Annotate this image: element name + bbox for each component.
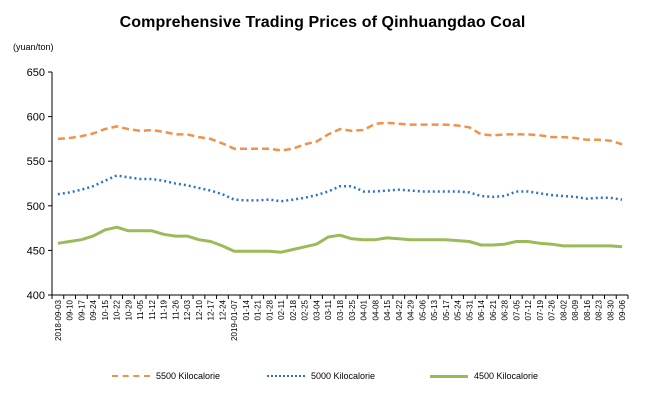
x-tick-label: 09-24 <box>89 299 98 320</box>
y-tick-label: 400 <box>27 290 45 302</box>
x-tick-label: 08-09 <box>571 299 580 320</box>
x-tick-label: 07-26 <box>548 299 557 320</box>
x-tick-label: 12-17 <box>207 299 216 320</box>
series-group <box>57 121 623 254</box>
legend-swatch-dashed <box>112 375 150 377</box>
series-line-4500 <box>57 225 623 254</box>
x-tick-label: 04-29 <box>407 299 416 320</box>
legend-item-5500: 5500 Kilocalorie <box>112 371 220 381</box>
x-tick-label: 03-11 <box>324 299 333 319</box>
legend-swatch-dotted <box>267 375 305 377</box>
x-tick-label: 08-23 <box>595 299 604 320</box>
x-tick-label: 10-15 <box>101 299 110 320</box>
x-tick-label: 11-26 <box>171 299 180 319</box>
x-tick-label: 02-11 <box>277 299 286 319</box>
x-tick-label: 09-10 <box>66 299 75 320</box>
x-tick-label: 01-14 <box>242 299 251 320</box>
x-tick-label: 03-18 <box>336 299 345 320</box>
x-tick-label: 06-21 <box>489 299 498 320</box>
y-tick-label: 450 <box>27 245 45 257</box>
x-tick-label: 2018-09-03 <box>54 299 63 340</box>
y-tick-label: 600 <box>27 112 45 124</box>
legend-label: 5000 Kilocalorie <box>311 371 376 381</box>
x-tick-label: 04-01 <box>360 299 369 320</box>
chart-title: Comprehensive Trading Prices of Qinhuang… <box>119 14 526 31</box>
y-tick-label: 500 <box>27 201 45 213</box>
x-tick-label: 04-08 <box>371 299 380 320</box>
x-tick-label: 06-28 <box>501 299 510 320</box>
x-tick-label: 08-02 <box>559 299 568 320</box>
x-tick-label: 12-10 <box>195 299 204 320</box>
legend-label: 5500 Kilocalorie <box>156 371 221 381</box>
x-tick-label: 12-03 <box>183 299 192 320</box>
x-tick-label: 08-16 <box>583 299 592 320</box>
x-tick-label: 10-22 <box>113 299 122 320</box>
x-tick-label: 04-22 <box>395 299 404 320</box>
legend-item-4500: 4500 Kilocalorie <box>430 371 538 381</box>
x-tick-label: 11-19 <box>160 299 169 319</box>
x-tick-label: 11-05 <box>136 299 145 319</box>
legend-swatch-solid <box>430 374 468 378</box>
x-tick-label: 08-30 <box>606 299 615 320</box>
x-tick-label: 05-06 <box>418 299 427 320</box>
x-tick-label: 06-14 <box>477 299 486 320</box>
x-tick-label: 07-19 <box>536 299 545 320</box>
series-line-5000 <box>57 174 623 203</box>
x-tick-label: 02-25 <box>301 299 310 320</box>
x-tick-label: 2019-01-07 <box>230 299 239 340</box>
x-tick-label: 09-06 <box>618 299 627 320</box>
x-tick-label: 07-12 <box>524 299 533 320</box>
x-tick-label: 05-13 <box>430 299 439 320</box>
legend-label: 4500 Kilocalorie <box>474 371 539 381</box>
legend-item-5000: 5000 Kilocalorie <box>267 371 375 381</box>
x-tick-label: 10-29 <box>124 299 133 320</box>
legend: 5500 Kilocalorie 5000 Kilocalorie 4500 K… <box>0 371 645 387</box>
x-tick-label: 09-17 <box>77 299 86 320</box>
y-tick-label: 650 <box>27 67 45 79</box>
x-tick-label: 01-21 <box>254 299 263 320</box>
x-tick-label: 12-24 <box>218 299 227 320</box>
x-tick-label: 01-28 <box>265 299 274 320</box>
x-tick-label: 05-17 <box>442 299 451 320</box>
y-tick-label: 550 <box>27 156 45 168</box>
y-axis-unit: (yuan/ton) <box>13 42 54 52</box>
x-tick-label: 05-24 <box>454 299 463 320</box>
x-tick-label: 07-05 <box>512 299 521 320</box>
x-tick-label: 03-04 <box>312 299 321 320</box>
x-tick-label: 03-25 <box>348 299 357 320</box>
x-tick-label: 11-12 <box>148 299 157 319</box>
x-tick-label: 05-31 <box>465 299 474 320</box>
x-tick-label: 02-18 <box>289 299 298 320</box>
series-line-5500 <box>57 121 623 152</box>
x-tick-label: 04-15 <box>383 299 392 320</box>
